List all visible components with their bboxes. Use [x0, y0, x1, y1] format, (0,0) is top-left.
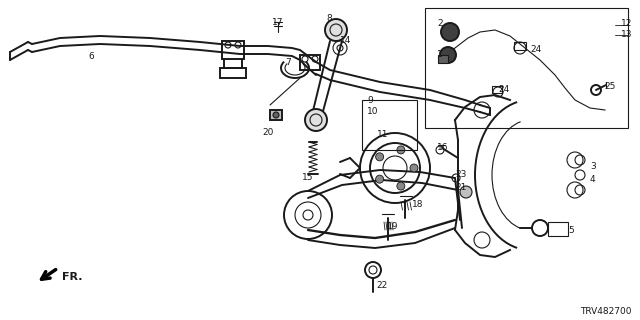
Text: 18: 18 [412, 200, 424, 209]
Text: 7: 7 [285, 58, 291, 67]
Bar [270, 110, 282, 120]
Text: 23: 23 [455, 170, 467, 179]
Circle shape [440, 47, 456, 63]
Text: 12: 12 [621, 19, 632, 28]
Text: 25: 25 [604, 82, 616, 91]
Bar [438, 55, 448, 63]
Circle shape [305, 109, 327, 131]
Bar [514, 42, 526, 50]
Text: 6: 6 [88, 52, 94, 61]
Circle shape [410, 164, 418, 172]
Circle shape [376, 175, 383, 183]
Text: 4: 4 [590, 175, 596, 184]
Text: 8: 8 [326, 14, 332, 23]
Circle shape [397, 146, 405, 154]
Text: 10: 10 [367, 107, 378, 116]
Text: 24: 24 [530, 45, 541, 54]
Bar [548, 222, 568, 236]
Text: 22: 22 [376, 281, 387, 290]
Text: 15: 15 [302, 173, 314, 182]
Text: 19: 19 [387, 222, 399, 231]
Text: 24: 24 [498, 85, 509, 94]
Text: 11: 11 [377, 130, 388, 139]
Bar [425, 8, 628, 128]
Circle shape [397, 182, 405, 190]
Text: 20: 20 [262, 128, 273, 137]
Circle shape [460, 186, 472, 198]
Circle shape [273, 112, 279, 118]
Text: 14: 14 [340, 36, 351, 45]
Text: FR.: FR. [62, 272, 83, 282]
Text: 1: 1 [437, 50, 443, 59]
Circle shape [376, 153, 383, 161]
Bar [222, 41, 244, 59]
Text: 21: 21 [455, 183, 467, 192]
Text: 17: 17 [272, 18, 284, 27]
Bar [492, 86, 502, 93]
Text: 2: 2 [437, 19, 443, 28]
Bar [300, 55, 320, 70]
Text: 3: 3 [590, 162, 596, 171]
Text: 16: 16 [437, 143, 449, 152]
Bar [220, 68, 246, 78]
Text: 13: 13 [621, 30, 632, 39]
Text: 9: 9 [367, 96, 372, 105]
Circle shape [441, 23, 459, 41]
Text: TRV482700: TRV482700 [580, 307, 632, 316]
Bar [362, 100, 417, 150]
Text: 5: 5 [568, 226, 573, 235]
Circle shape [325, 19, 347, 41]
